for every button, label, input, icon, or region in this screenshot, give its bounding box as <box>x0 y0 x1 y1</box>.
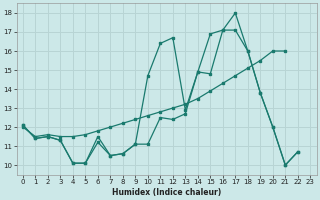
X-axis label: Humidex (Indice chaleur): Humidex (Indice chaleur) <box>112 188 221 197</box>
